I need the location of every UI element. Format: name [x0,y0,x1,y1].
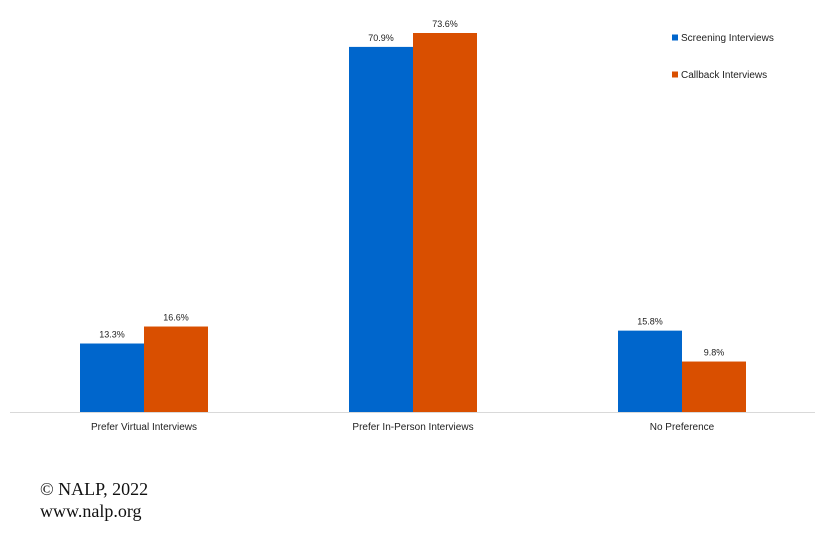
legend-swatch-screening-interviews [672,34,678,41]
data-label-screening-interviews-no-preference: 15.8% [637,317,663,327]
data-label-callback-interviews-no-preference: 9.8% [704,348,725,358]
bar-callback-interviews-no-preference [682,361,746,412]
data-label-callback-interviews-prefer-virtual-interviews: 16.6% [163,313,189,323]
x-tick-label-prefer-virtual-interviews: Prefer Virtual Interviews [91,422,197,433]
bar-callback-interviews-prefer-in-person-interviews [413,33,477,412]
website-text: www.nalp.org [40,501,142,521]
data-labels-group: 13.3% 16.6% 70.9% 73.6% 15.8% 9.8% [99,19,724,358]
legend-label-screening-interviews: Screening Interviews [681,33,774,44]
bar-screening-interviews-no-preference [618,330,682,412]
x-tick-labels-group: Prefer Virtual Interviews Prefer In-Perso… [91,422,715,433]
data-label-screening-interviews-prefer-virtual-interviews: 13.3% [99,330,125,340]
legend-swatch-callback-interviews [672,71,678,78]
data-label-screening-interviews-prefer-in-person-interviews: 70.9% [368,33,394,43]
x-tick-label-prefer-in-person-interviews: Prefer In-Person Interviews [352,422,473,433]
bar-callback-interviews-prefer-virtual-interviews [144,326,208,412]
x-tick-label-no-preference: No Preference [650,422,715,433]
copyright-text: © NALP, 2022 [40,479,149,499]
bars-group [80,33,746,412]
data-label-callback-interviews-prefer-in-person-interviews: 73.6% [432,19,458,29]
legend: Screening Interviews Callback Interviews [672,33,774,81]
legend-label-callback-interviews: Callback Interviews [681,70,767,81]
bar-screening-interviews-prefer-virtual-interviews [80,343,144,412]
bar-screening-interviews-prefer-in-person-interviews [349,46,413,412]
bar-chart: 13.3% 16.6% 70.9% 73.6% 15.8% 9.8% Prefer Vir… [10,19,815,433]
copyright-block: © NALP, 2022 www.nalp.org [40,478,148,522]
